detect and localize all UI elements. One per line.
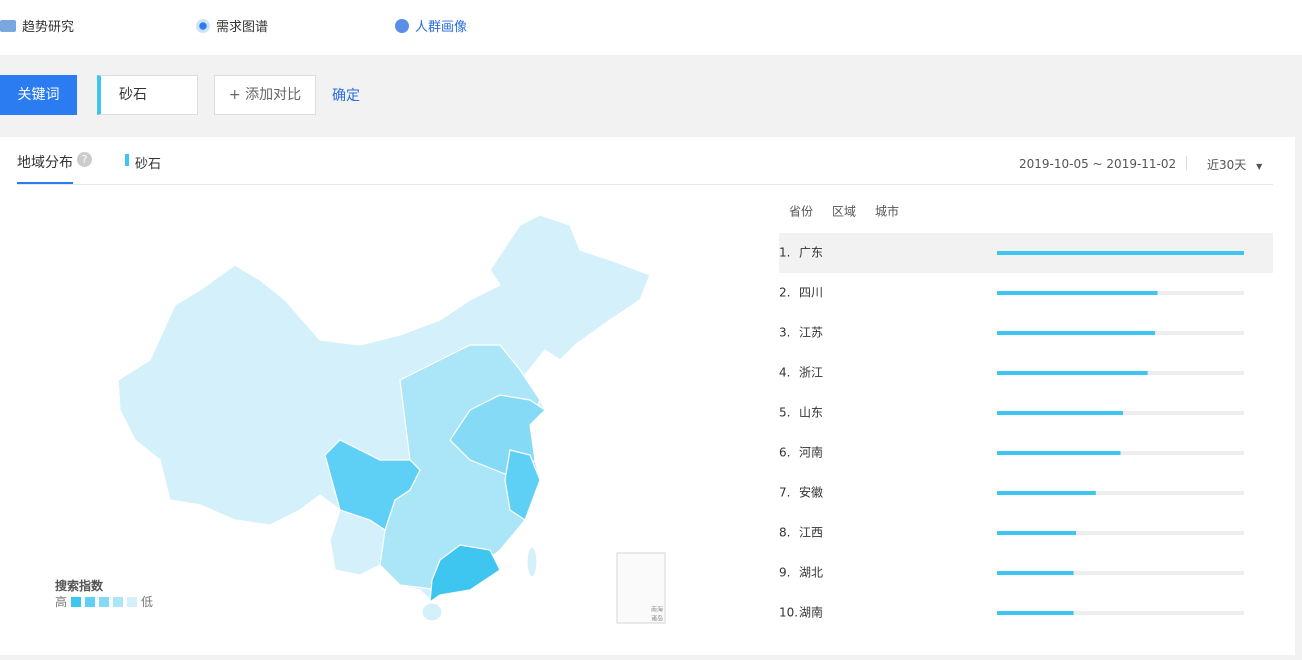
province-name: 湖北: [799, 565, 823, 580]
rank: 10.: [779, 606, 798, 620]
nav-label: 趋势研究: [22, 20, 75, 35]
region-tab[interactable]: 城市: [875, 204, 899, 219]
inset-label: 诸岛: [651, 615, 663, 623]
region-tab[interactable]: 区域: [832, 205, 856, 219]
province: [504, 449, 541, 521]
period-label: 近30天: [1207, 158, 1247, 172]
rank: 9.: [779, 566, 790, 580]
bar-track: [997, 531, 1244, 535]
rank: 5.: [779, 406, 790, 420]
province: [324, 439, 421, 531]
confirm[interactable]: 确定: [332, 88, 360, 104]
province-name: 江苏: [799, 326, 823, 340]
bar: [997, 611, 1074, 615]
help-icon[interactable]: ?: [77, 152, 92, 167]
province-name: 河南: [799, 445, 823, 460]
province-name: 湖南: [799, 605, 823, 620]
bar: [997, 251, 1244, 255]
bar: [997, 571, 1074, 575]
legend-low: 低: [141, 595, 154, 609]
bar: [997, 411, 1123, 415]
period-select[interactable]: 近30天 ▼: [1207, 158, 1263, 172]
inset-map: [616, 552, 666, 624]
province: [429, 544, 501, 604]
rank: 8.: [779, 526, 790, 540]
province-name: 浙江: [799, 366, 823, 380]
bar: [997, 331, 1156, 335]
nav-item[interactable]: 需求图谱: [196, 16, 268, 35]
rank: 3.: [779, 326, 790, 340]
tab[interactable]: 地域分布: [17, 155, 73, 171]
tab-underline: [17, 182, 73, 184]
keyword-button[interactable]: 关键词: [0, 75, 77, 115]
legend-swatch: [125, 154, 129, 166]
hainan: [421, 602, 443, 622]
nav-label: 需求图谱: [216, 20, 269, 35]
rank: 4.: [779, 366, 790, 380]
bar: [997, 531, 1077, 535]
nav-item[interactable]: 趋势研究: [0, 16, 74, 35]
add-compare[interactable]: + 添加对比: [214, 75, 316, 115]
bar: [997, 291, 1158, 295]
bar-track: [997, 491, 1244, 495]
map: 南海 诸岛: [117, 214, 666, 624]
bar-track: [997, 611, 1244, 615]
rank: 6.: [779, 446, 790, 460]
bar: [997, 371, 1148, 375]
keyword-input[interactable]: 砂石: [97, 75, 198, 115]
taiwan: [526, 546, 538, 578]
nav-label: 人群画像: [415, 20, 468, 35]
province-name: 安徽: [799, 485, 823, 500]
separator: [1186, 156, 1187, 170]
legend-label: 砂石: [135, 157, 162, 172]
inset-label: 南海: [651, 606, 663, 614]
bar: [997, 451, 1121, 455]
rank: 2.: [779, 286, 790, 300]
nav-item[interactable]: 人群画像: [395, 16, 467, 35]
bar: [997, 491, 1096, 495]
rank: 1.: [779, 246, 790, 260]
ranking-chart: 省份 区域 城市 1. 广东 2. 四川 3. 江苏 4. 浙江 5. 山东 6. 河南 7. 安徽 8. 江西 9.…: [779, 204, 1273, 620]
date-range: 2019-10-05 ~ 2019-11-02: [1019, 157, 1177, 171]
rank: 7.: [779, 486, 790, 500]
province-name: 江西: [799, 526, 823, 540]
province-name: 四川: [799, 286, 823, 300]
province-name: 山东: [799, 406, 823, 420]
map-legend-title: 搜索指数: [55, 579, 104, 593]
province-name: 广东: [799, 246, 823, 260]
divider: [17, 184, 1273, 185]
bar-track: [997, 571, 1244, 575]
legend-high: 高: [55, 595, 68, 609]
map-legend: 高 低: [55, 593, 153, 610]
region-tab[interactable]: 省份: [789, 205, 813, 219]
